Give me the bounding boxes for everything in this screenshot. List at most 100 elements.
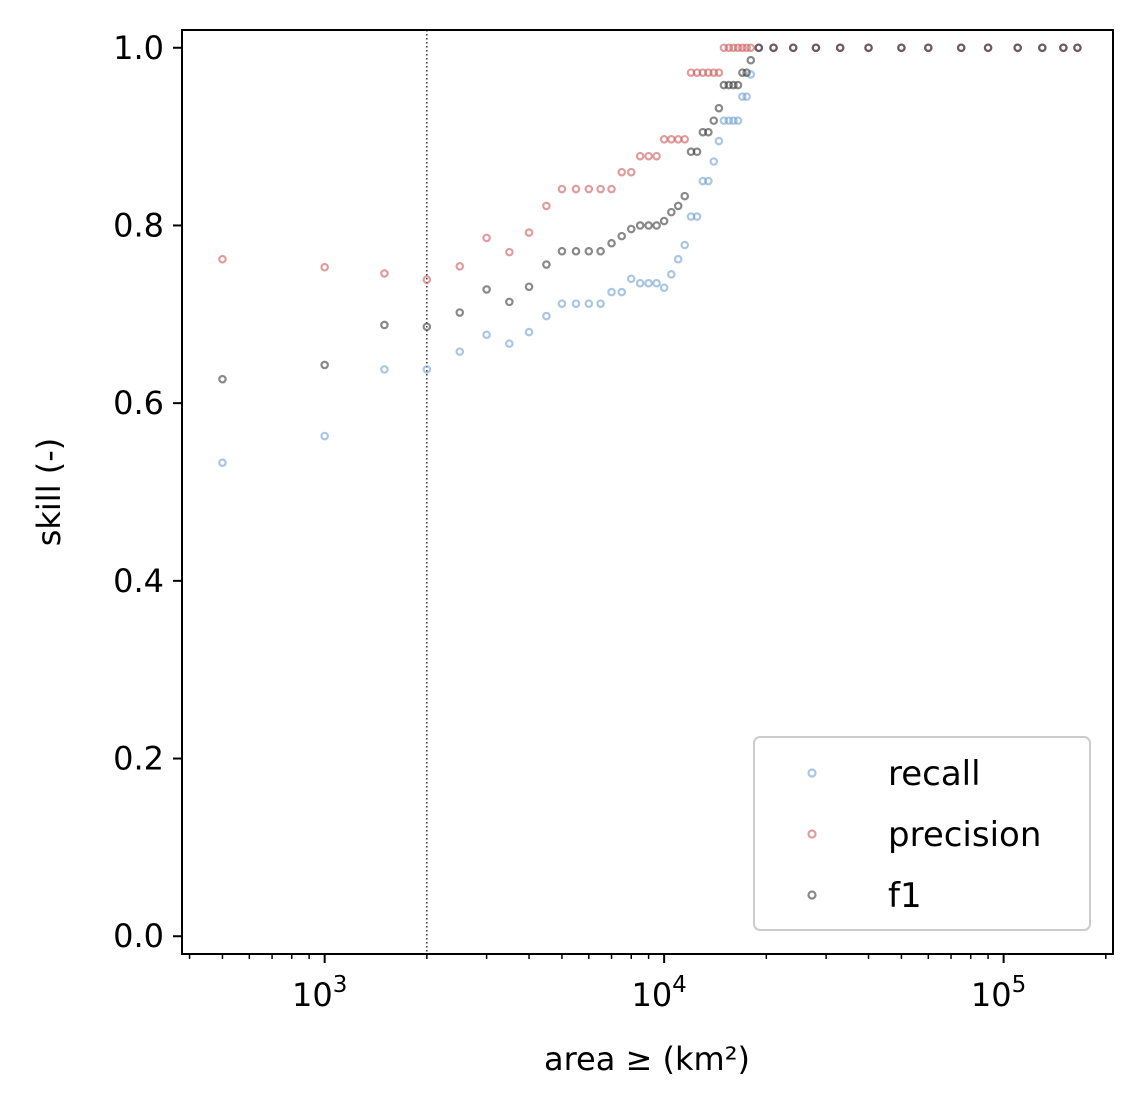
point-precision [724, 43, 734, 53]
legend: recall precision f1 [753, 736, 1091, 931]
point-f1 [218, 374, 227, 384]
x-tick-label: 105 [971, 972, 1026, 1014]
point-f1 [738, 68, 747, 77]
point-recall [607, 287, 616, 297]
point-recall [455, 347, 465, 356]
point-recall [729, 116, 738, 125]
point-f1 [983, 43, 993, 53]
point-f1 [1037, 43, 1047, 53]
point-f1 [835, 43, 845, 53]
point-precision [455, 262, 465, 271]
y-tick-label: 0.6 [113, 384, 164, 422]
point-f1 [320, 360, 329, 370]
point-precision [557, 184, 567, 194]
point-precision [738, 43, 747, 53]
point-recall [659, 283, 669, 292]
point-f1 [644, 221, 653, 230]
point-precision [652, 151, 661, 161]
point-precision [733, 43, 743, 53]
point-f1 [864, 43, 873, 53]
point-f1 [733, 80, 743, 90]
data-points-layer [218, 43, 1082, 467]
point-recall [571, 299, 581, 308]
point-f1 [455, 308, 465, 317]
point-recall [524, 327, 534, 337]
x-tick-label: 103 [292, 972, 347, 1014]
point-f1 [659, 216, 669, 226]
legend-marker-f1 [807, 890, 817, 900]
point-f1 [505, 297, 514, 307]
point-f1 [923, 43, 933, 53]
point-precision [584, 184, 594, 194]
point-recall [680, 240, 690, 250]
point-f1 [422, 322, 432, 332]
point-precision [607, 184, 616, 194]
point-precision [714, 68, 724, 77]
point-f1 [667, 207, 676, 217]
point-f1 [584, 246, 594, 256]
point-recall [673, 254, 683, 264]
legend-marker-precision [807, 829, 817, 839]
point-recall [724, 116, 734, 125]
point-recall [482, 330, 491, 340]
point-f1 [746, 55, 756, 65]
y-tick-label: 0.2 [113, 740, 164, 778]
point-precision [320, 262, 329, 272]
point-f1 [719, 80, 729, 90]
point-recall [626, 274, 636, 284]
point-recall [380, 365, 389, 374]
point-f1 [635, 221, 645, 230]
point-recall [719, 116, 729, 125]
point-f1 [596, 246, 605, 256]
point-f1 [617, 231, 627, 241]
point-f1 [897, 43, 906, 53]
point-recall [692, 212, 702, 221]
point-f1 [652, 221, 661, 230]
y-axis-ticks: 0.0 0.2 0.4 0.6 0.8 1.0 [113, 29, 182, 955]
point-recall [746, 70, 756, 79]
point-f1 [482, 285, 491, 294]
point-recall [557, 299, 567, 308]
point-f1 [524, 282, 534, 292]
point-f1 [1073, 43, 1082, 53]
legend-label-f1: f1 [888, 876, 922, 916]
y-tick-label: 0.4 [113, 562, 164, 600]
point-f1 [714, 103, 724, 113]
point-recall [733, 116, 743, 125]
legend-box [753, 736, 1091, 931]
point-recall [422, 365, 432, 374]
point-f1 [811, 43, 821, 53]
x-axis-label: area ≥ (km²) [544, 1040, 750, 1078]
point-f1 [380, 320, 389, 330]
point-f1 [542, 260, 551, 269]
point-recall [617, 287, 627, 297]
point-recall [218, 458, 227, 467]
point-recall [667, 270, 676, 279]
point-recall [584, 299, 594, 308]
point-recall [505, 339, 514, 348]
point-f1 [1013, 43, 1022, 53]
point-f1 [1059, 43, 1068, 53]
y-tick-label: 1.0 [113, 29, 164, 67]
point-f1 [724, 80, 734, 90]
point-recall [742, 92, 751, 101]
point-precision [680, 134, 690, 144]
point-precision [729, 43, 738, 53]
point-f1 [742, 68, 751, 77]
point-precision [422, 275, 432, 284]
point-recall [542, 311, 551, 321]
point-precision [626, 167, 636, 177]
legend-label-recall: recall [888, 754, 981, 794]
point-f1 [769, 43, 778, 53]
point-recall [320, 431, 329, 441]
plot-frame [181, 29, 1114, 955]
point-precision [617, 167, 627, 177]
point-f1 [626, 224, 636, 234]
series-f1 [218, 43, 1082, 384]
point-f1 [754, 43, 764, 53]
point-precision [218, 254, 227, 264]
point-precision [635, 151, 645, 161]
legend-label-precision: precision [888, 815, 1041, 855]
point-recall [709, 157, 719, 166]
